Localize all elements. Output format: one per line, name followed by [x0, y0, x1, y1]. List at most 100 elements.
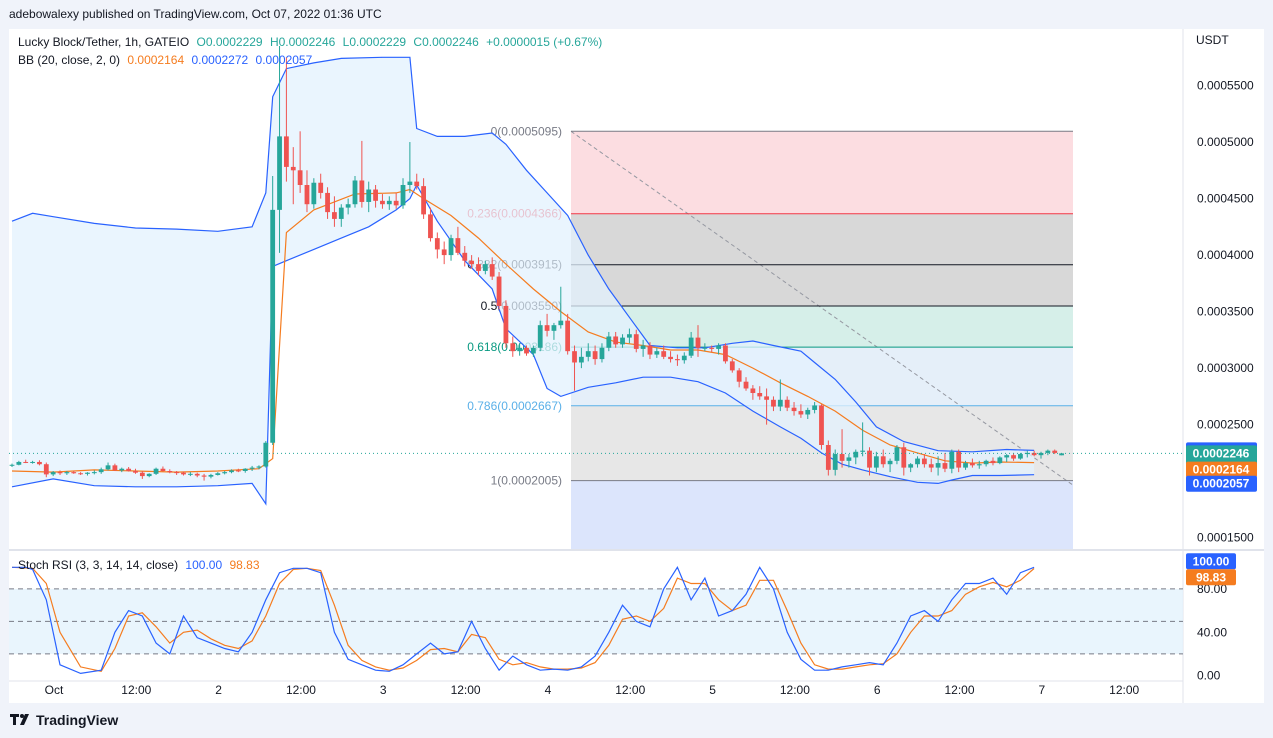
- candle: [949, 449, 955, 474]
- candle: [798, 404, 804, 418]
- high-value: H0.0002246: [269, 35, 336, 49]
- candle-body: [839, 454, 845, 461]
- candle-body: [791, 407, 797, 412]
- candle: [750, 385, 756, 400]
- candle: [23, 459, 29, 464]
- candle-body: [723, 345, 728, 362]
- stoch-d-label: 98.83: [1196, 570, 1226, 584]
- fibonacci-retracement: 0(0.0005095)0.236(0.0004366)0.382(0.0003…: [467, 124, 1074, 549]
- candle-body: [668, 356, 673, 360]
- candle-body: [832, 454, 838, 470]
- candle: [400, 178, 406, 209]
- candle: [30, 460, 35, 464]
- candle-body: [428, 214, 433, 239]
- candle-body: [1045, 450, 1051, 453]
- symbol-label[interactable]: Lucky Block/Tether, 1h, GATEIO: [18, 35, 190, 49]
- candle: [345, 198, 351, 215]
- candle-body: [78, 473, 83, 475]
- candle-body: [777, 399, 783, 407]
- candle-body: [263, 442, 269, 467]
- candle: [37, 460, 42, 466]
- candle: [585, 343, 591, 362]
- candle-body: [1018, 454, 1023, 459]
- candle-body: [16, 461, 22, 465]
- candle: [393, 192, 399, 209]
- candle-body: [1038, 452, 1044, 456]
- candle-body: [949, 451, 955, 469]
- time-tick: 12:00: [121, 683, 151, 697]
- candle: [530, 345, 536, 357]
- candle-body: [757, 393, 763, 397]
- candle-body: [1059, 453, 1064, 456]
- candle-body: [318, 182, 324, 193]
- candle-body: [942, 463, 948, 469]
- candle-body: [284, 136, 289, 167]
- bb-title[interactable]: BB (20, close, 2, 0): [18, 53, 121, 67]
- bb-basis-price-label: 0.0002164: [1193, 463, 1250, 477]
- candle: [187, 472, 193, 477]
- candle: [805, 407, 811, 419]
- candle-body: [510, 343, 516, 352]
- candle-body: [771, 399, 776, 407]
- candle-body: [599, 347, 605, 360]
- time-tick: 12:00: [615, 683, 645, 697]
- candle-body: [64, 472, 70, 474]
- candle-body: [956, 451, 962, 468]
- candle: [757, 386, 763, 400]
- price-tick: 0.0005000: [1197, 135, 1254, 149]
- candle: [112, 463, 118, 471]
- candle: [332, 196, 337, 227]
- candle: [64, 471, 70, 475]
- candle: [777, 379, 783, 412]
- stoch-k-line: [12, 566, 1035, 675]
- candle-body: [901, 447, 907, 468]
- candle: [407, 142, 413, 193]
- candle: [812, 402, 818, 414]
- candle: [380, 194, 385, 209]
- price-tick: 0.0001500: [1197, 531, 1254, 545]
- candle: [242, 468, 248, 473]
- candle: [915, 456, 920, 468]
- candle: [414, 173, 420, 190]
- candle: [366, 181, 372, 213]
- candle-body: [517, 347, 523, 352]
- candle: [43, 462, 49, 478]
- candle: [976, 460, 982, 469]
- candle-body: [578, 356, 584, 363]
- candle: [448, 234, 454, 261]
- candle: [901, 442, 907, 476]
- candle: [215, 472, 221, 476]
- candle-body: [1011, 455, 1016, 459]
- candle-body: [181, 472, 186, 475]
- candle: [297, 131, 303, 193]
- candle: [640, 339, 646, 357]
- candle: [921, 454, 927, 468]
- candle: [517, 343, 523, 356]
- candle: [119, 467, 125, 473]
- stoch-title[interactable]: Stoch RSI (3, 3, 14, 14, close): [18, 558, 179, 572]
- candle-body: [1024, 452, 1030, 455]
- candle-body: [784, 399, 790, 408]
- candle-body: [174, 472, 180, 474]
- stoch-legend: Stoch RSI (3, 3, 14, 14, close) 100.00 9…: [18, 558, 264, 572]
- candle-body: [764, 396, 769, 400]
- stoch-tick: 40.00: [1197, 625, 1227, 639]
- candle-body: [57, 472, 63, 474]
- candle: [16, 460, 22, 466]
- brand-label[interactable]: TradingView: [36, 712, 119, 728]
- candle-body: [867, 450, 872, 468]
- price-axis: USDT 0.0005500 0.0005000 0.0004500 0.0004000…: [1186, 33, 1257, 545]
- candle-body: [194, 473, 200, 476]
- candle-body: [736, 370, 742, 382]
- fib-zone: [571, 480, 1073, 549]
- candle: [887, 458, 893, 473]
- candle-body: [105, 465, 111, 470]
- candle-body: [256, 466, 262, 468]
- candle: [386, 196, 392, 210]
- candle-body: [675, 359, 680, 361]
- candle-body: [43, 464, 49, 475]
- candle: [537, 320, 543, 352]
- candle-body: [613, 336, 619, 345]
